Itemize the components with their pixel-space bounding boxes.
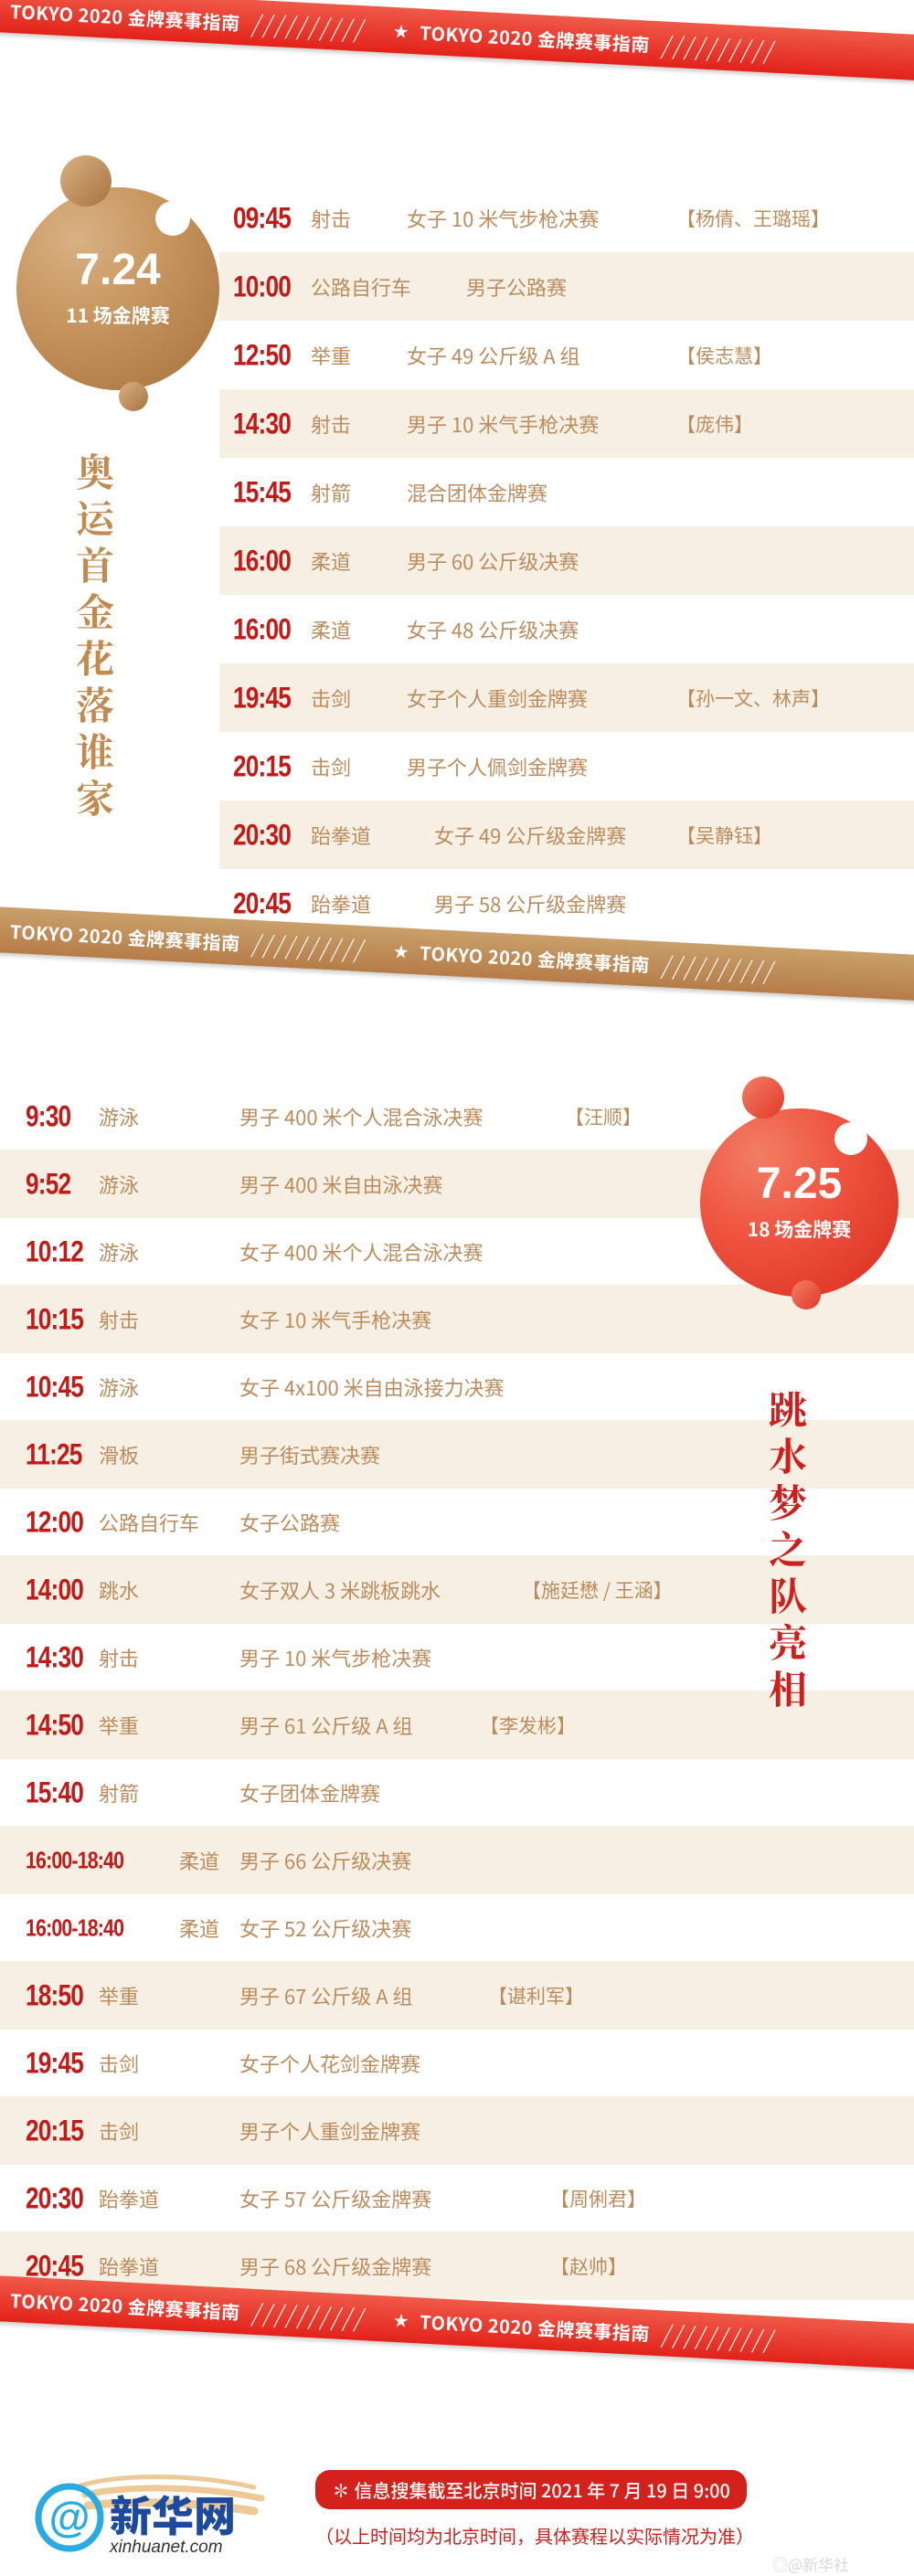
svg-text:xinhuanet.com: xinhuanet.com — [109, 2538, 223, 2557]
svg-text:新华网: 新华网 — [110, 2484, 236, 2544]
svg-text:@: @ — [49, 2493, 90, 2540]
